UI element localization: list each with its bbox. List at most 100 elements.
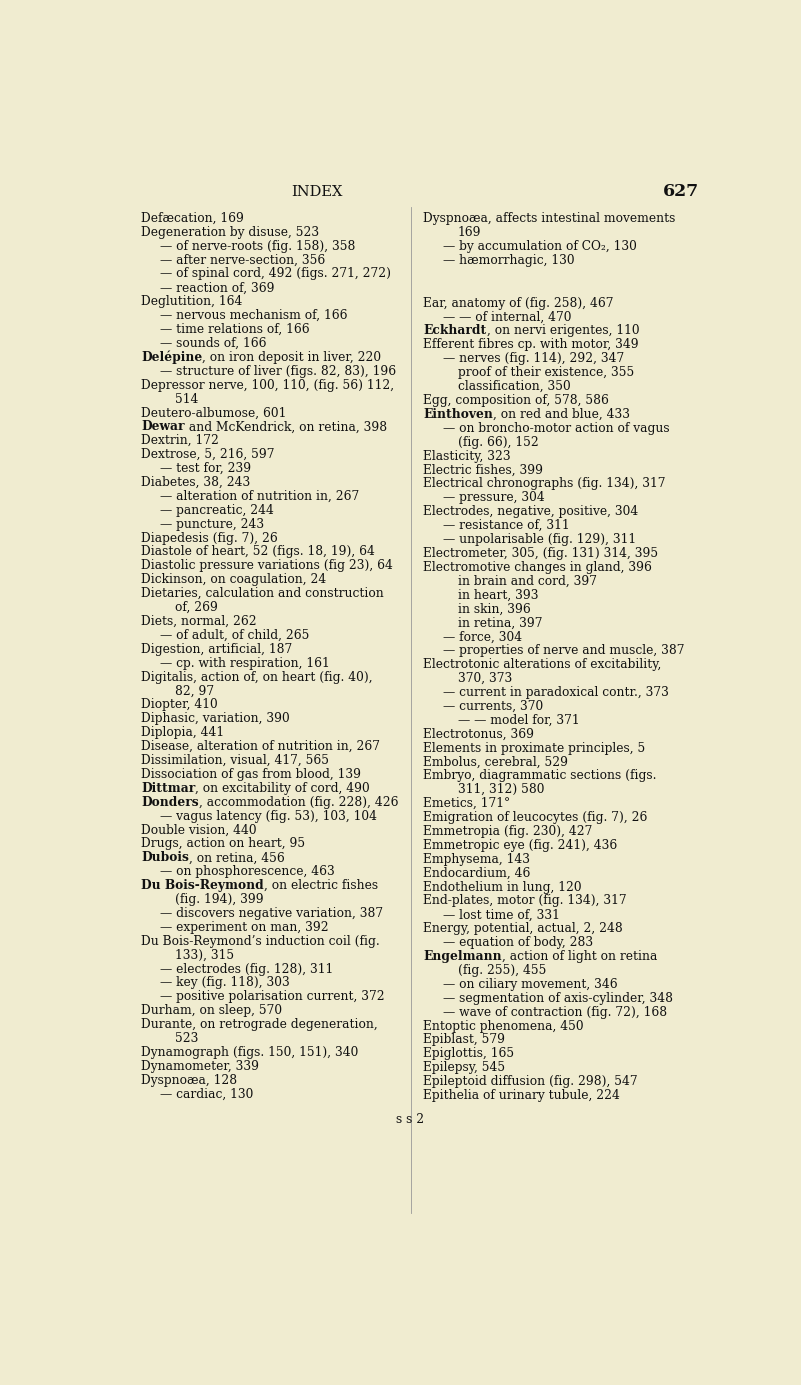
Text: — current in paradoxical contr., 373: — current in paradoxical contr., 373 bbox=[443, 686, 669, 699]
Text: — positive polarisation current, 372: — positive polarisation current, 372 bbox=[160, 990, 385, 1003]
Text: Delépine: Delépine bbox=[141, 350, 203, 364]
Text: — cp. with respiration, 161: — cp. with respiration, 161 bbox=[160, 656, 330, 670]
Text: Endothelium in lung, 120: Endothelium in lung, 120 bbox=[424, 881, 582, 893]
Text: Engelmann: Engelmann bbox=[424, 950, 502, 963]
Text: Dynamometer, 339: Dynamometer, 339 bbox=[141, 1060, 259, 1073]
Text: Digestion, artificial, 187: Digestion, artificial, 187 bbox=[141, 643, 292, 655]
Text: Endocardium, 46: Endocardium, 46 bbox=[424, 867, 531, 879]
Text: Diets, normal, 262: Diets, normal, 262 bbox=[141, 615, 256, 627]
Text: Dubois: Dubois bbox=[141, 852, 189, 864]
Text: INDEX: INDEX bbox=[292, 186, 343, 199]
Text: Dissociation of gas from blood, 139: Dissociation of gas from blood, 139 bbox=[141, 767, 361, 781]
Text: Electrical chronographs (fig. 134), 317: Electrical chronographs (fig. 134), 317 bbox=[424, 478, 666, 490]
Text: Du Bois-Reymond’s induction coil (fig.: Du Bois-Reymond’s induction coil (fig. bbox=[141, 935, 380, 947]
Text: Elements in proximate principles, 5: Elements in proximate principles, 5 bbox=[424, 741, 646, 755]
Text: — pressure, 304: — pressure, 304 bbox=[443, 492, 545, 504]
Text: — alteration of nutrition in, 267: — alteration of nutrition in, 267 bbox=[160, 490, 360, 503]
Text: Elasticity, 323: Elasticity, 323 bbox=[424, 450, 511, 463]
Text: 133), 315: 133), 315 bbox=[175, 949, 235, 961]
Text: Diabetes, 38, 243: Diabetes, 38, 243 bbox=[141, 476, 250, 489]
Text: — lost time of, 331: — lost time of, 331 bbox=[443, 909, 560, 921]
Text: , action of light on retina: , action of light on retina bbox=[502, 950, 658, 963]
Text: Epilepsy, 545: Epilepsy, 545 bbox=[424, 1061, 505, 1075]
Text: 169: 169 bbox=[458, 226, 481, 238]
Text: — sounds of, 166: — sounds of, 166 bbox=[160, 337, 267, 350]
Text: in skin, 396: in skin, 396 bbox=[458, 602, 530, 615]
Text: proof of their existence, 355: proof of their existence, 355 bbox=[458, 366, 634, 379]
Text: , on electric fishes: , on electric fishes bbox=[264, 879, 378, 892]
Text: (fig. 255), 455: (fig. 255), 455 bbox=[458, 964, 546, 976]
Text: (fig. 194), 399: (fig. 194), 399 bbox=[175, 893, 264, 906]
Text: 370, 373: 370, 373 bbox=[458, 672, 512, 686]
Text: , accommodation (fig. 228), 426: , accommodation (fig. 228), 426 bbox=[199, 796, 398, 809]
Text: Diphasic, variation, 390: Diphasic, variation, 390 bbox=[141, 712, 290, 726]
Text: in heart, 393: in heart, 393 bbox=[458, 589, 538, 601]
Text: Epithelia of urinary tubule, 224: Epithelia of urinary tubule, 224 bbox=[424, 1089, 620, 1102]
Text: Energy, potential, actual, 2, 248: Energy, potential, actual, 2, 248 bbox=[424, 922, 623, 935]
Text: Diastolic pressure variations (fig 23), 64: Diastolic pressure variations (fig 23), … bbox=[141, 560, 393, 572]
Text: , on red and blue, 433: , on red and blue, 433 bbox=[493, 407, 630, 421]
Text: Efferent fibres cp. with motor, 349: Efferent fibres cp. with motor, 349 bbox=[424, 338, 639, 352]
Text: Dyspnoæa, 128: Dyspnoæa, 128 bbox=[141, 1073, 237, 1087]
Text: of, 269: of, 269 bbox=[175, 601, 219, 614]
Text: — time relations of, 166: — time relations of, 166 bbox=[160, 323, 310, 337]
Text: Dietaries, calculation and construction: Dietaries, calculation and construction bbox=[141, 587, 384, 600]
Text: — currents, 370: — currents, 370 bbox=[443, 699, 543, 713]
Text: — cardiac, 130: — cardiac, 130 bbox=[160, 1087, 254, 1101]
Text: , on retina, 456: , on retina, 456 bbox=[189, 852, 284, 864]
Text: — of spinal cord, 492 (figs. 271, 272): — of spinal cord, 492 (figs. 271, 272) bbox=[160, 267, 392, 280]
Text: Dyspnoæa, affects intestinal movements: Dyspnoæa, affects intestinal movements bbox=[424, 212, 676, 224]
Text: Drugs, action on heart, 95: Drugs, action on heart, 95 bbox=[141, 838, 305, 850]
Text: 523: 523 bbox=[175, 1032, 199, 1046]
Text: Digitalis, action of, on heart (fig. 40),: Digitalis, action of, on heart (fig. 40)… bbox=[141, 670, 372, 684]
Text: Emetics, 171°: Emetics, 171° bbox=[424, 798, 510, 810]
Text: , on iron deposit in liver, 220: , on iron deposit in liver, 220 bbox=[203, 350, 381, 364]
Text: Emigration of leucocytes (fig. 7), 26: Emigration of leucocytes (fig. 7), 26 bbox=[424, 812, 648, 824]
Text: — puncture, 243: — puncture, 243 bbox=[160, 518, 264, 530]
Text: Emphysema, 143: Emphysema, 143 bbox=[424, 853, 530, 866]
Text: Dickinson, on coagulation, 24: Dickinson, on coagulation, 24 bbox=[141, 573, 326, 586]
Text: — vagus latency (fig. 53), 103, 104: — vagus latency (fig. 53), 103, 104 bbox=[160, 810, 377, 823]
Text: Einthoven: Einthoven bbox=[424, 407, 493, 421]
Text: Depressor nerve, 100, 110, (fig. 56) 112,: Depressor nerve, 100, 110, (fig. 56) 112… bbox=[141, 378, 394, 392]
Text: (fig. 66), 152: (fig. 66), 152 bbox=[458, 436, 538, 449]
Text: — of adult, of child, 265: — of adult, of child, 265 bbox=[160, 629, 310, 641]
Text: Durante, on retrograde degeneration,: Durante, on retrograde degeneration, bbox=[141, 1018, 378, 1032]
Text: — nerves (fig. 114), 292, 347: — nerves (fig. 114), 292, 347 bbox=[443, 352, 624, 366]
Text: Donders: Donders bbox=[141, 796, 199, 809]
Text: — test for, 239: — test for, 239 bbox=[160, 463, 252, 475]
Text: Eckhardt: Eckhardt bbox=[424, 324, 487, 338]
Text: — experiment on man, 392: — experiment on man, 392 bbox=[160, 921, 329, 933]
Text: , on nervi erigentes, 110: , on nervi erigentes, 110 bbox=[487, 324, 639, 338]
Text: — of nerve-roots (fig. 158), 358: — of nerve-roots (fig. 158), 358 bbox=[160, 240, 356, 252]
Text: 82, 97: 82, 97 bbox=[175, 684, 215, 698]
Text: , on excitability of cord, 490: , on excitability of cord, 490 bbox=[195, 781, 370, 795]
Text: and McKendrick, on retina, 398: and McKendrick, on retina, 398 bbox=[184, 421, 387, 434]
Text: Du Bois-Reymond: Du Bois-Reymond bbox=[141, 879, 264, 892]
Text: Dittmar: Dittmar bbox=[141, 781, 195, 795]
Text: Electrotonus, 369: Electrotonus, 369 bbox=[424, 727, 534, 741]
Text: — resistance of, 311: — resistance of, 311 bbox=[443, 519, 570, 532]
Text: Emmetropia (fig. 230), 427: Emmetropia (fig. 230), 427 bbox=[424, 825, 593, 838]
Text: Epiglottis, 165: Epiglottis, 165 bbox=[424, 1047, 514, 1061]
Text: Deutero-albumose, 601: Deutero-albumose, 601 bbox=[141, 406, 287, 420]
Text: Electrodes, negative, positive, 304: Electrodes, negative, positive, 304 bbox=[424, 506, 638, 518]
Text: s s 2: s s 2 bbox=[396, 1112, 425, 1126]
Text: — on phosphorescence, 463: — on phosphorescence, 463 bbox=[160, 866, 335, 878]
Text: — unpolarisable (fig. 129), 311: — unpolarisable (fig. 129), 311 bbox=[443, 533, 636, 546]
Text: in brain and cord, 397: in brain and cord, 397 bbox=[458, 575, 597, 587]
Text: — hæmorrhagic, 130: — hæmorrhagic, 130 bbox=[443, 253, 574, 266]
Text: Degeneration by disuse, 523: Degeneration by disuse, 523 bbox=[141, 226, 319, 238]
Text: Embryo, diagrammatic sections (figs.: Embryo, diagrammatic sections (figs. bbox=[424, 769, 657, 783]
Text: Diopter, 410: Diopter, 410 bbox=[141, 698, 218, 712]
Text: Electric fishes, 399: Electric fishes, 399 bbox=[424, 464, 543, 476]
Text: Epiblast, 579: Epiblast, 579 bbox=[424, 1033, 505, 1047]
Text: Diplopia, 441: Diplopia, 441 bbox=[141, 726, 224, 740]
Text: End-plates, motor (fig. 134), 317: End-plates, motor (fig. 134), 317 bbox=[424, 895, 627, 907]
Text: — pancreatic, 244: — pancreatic, 244 bbox=[160, 504, 274, 517]
Text: Double vision, 440: Double vision, 440 bbox=[141, 824, 256, 837]
Text: — — of internal, 470: — — of internal, 470 bbox=[443, 310, 571, 324]
Text: — segmentation of axis-cylinder, 348: — segmentation of axis-cylinder, 348 bbox=[443, 992, 673, 1004]
Text: Emmetropic eye (fig. 241), 436: Emmetropic eye (fig. 241), 436 bbox=[424, 839, 618, 852]
Text: — after nerve-section, 356: — after nerve-section, 356 bbox=[160, 253, 326, 266]
